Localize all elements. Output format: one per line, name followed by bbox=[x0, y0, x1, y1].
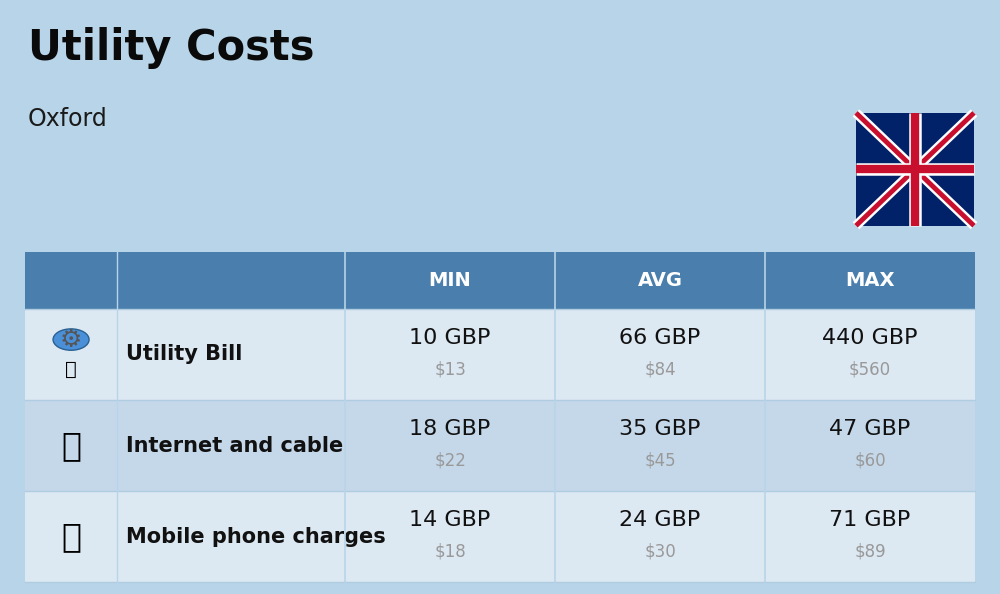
Text: 66 GBP: 66 GBP bbox=[619, 328, 701, 348]
Text: Internet and cable: Internet and cable bbox=[126, 435, 344, 456]
Bar bbox=[25, 252, 975, 309]
Text: Utility Bill: Utility Bill bbox=[126, 345, 243, 365]
Text: 35 GBP: 35 GBP bbox=[619, 419, 701, 439]
Text: 📱: 📱 bbox=[61, 520, 81, 553]
Text: MAX: MAX bbox=[845, 271, 895, 290]
Text: MIN: MIN bbox=[429, 271, 472, 290]
Bar bbox=[25, 491, 975, 582]
Text: 10 GBP: 10 GBP bbox=[409, 328, 491, 348]
Text: AVG: AVG bbox=[638, 271, 683, 290]
Text: $84: $84 bbox=[644, 361, 676, 378]
Text: $45: $45 bbox=[644, 451, 676, 469]
Text: 71 GBP: 71 GBP bbox=[829, 510, 911, 530]
Text: 14 GBP: 14 GBP bbox=[410, 510, 491, 530]
Text: Mobile phone charges: Mobile phone charges bbox=[126, 526, 386, 546]
FancyBboxPatch shape bbox=[856, 113, 974, 226]
Text: $89: $89 bbox=[854, 542, 886, 560]
Bar bbox=[25, 252, 975, 255]
Text: 18 GBP: 18 GBP bbox=[410, 419, 491, 439]
Text: Utility Costs: Utility Costs bbox=[28, 27, 314, 69]
Text: 24 GBP: 24 GBP bbox=[619, 510, 701, 530]
Circle shape bbox=[53, 329, 89, 350]
Text: $560: $560 bbox=[849, 361, 891, 378]
Text: $60: $60 bbox=[854, 451, 886, 469]
Text: 440 GBP: 440 GBP bbox=[822, 328, 918, 348]
Text: 47 GBP: 47 GBP bbox=[829, 419, 911, 439]
Text: 📡: 📡 bbox=[61, 429, 81, 462]
Text: $13: $13 bbox=[434, 361, 466, 378]
Bar bbox=[25, 309, 975, 400]
Text: Oxford: Oxford bbox=[28, 107, 108, 131]
Text: $22: $22 bbox=[434, 451, 466, 469]
Text: 🔌: 🔌 bbox=[65, 360, 77, 379]
Bar bbox=[25, 400, 975, 491]
Text: $30: $30 bbox=[644, 542, 676, 560]
Text: $18: $18 bbox=[434, 542, 466, 560]
Text: ⚙: ⚙ bbox=[60, 327, 82, 352]
